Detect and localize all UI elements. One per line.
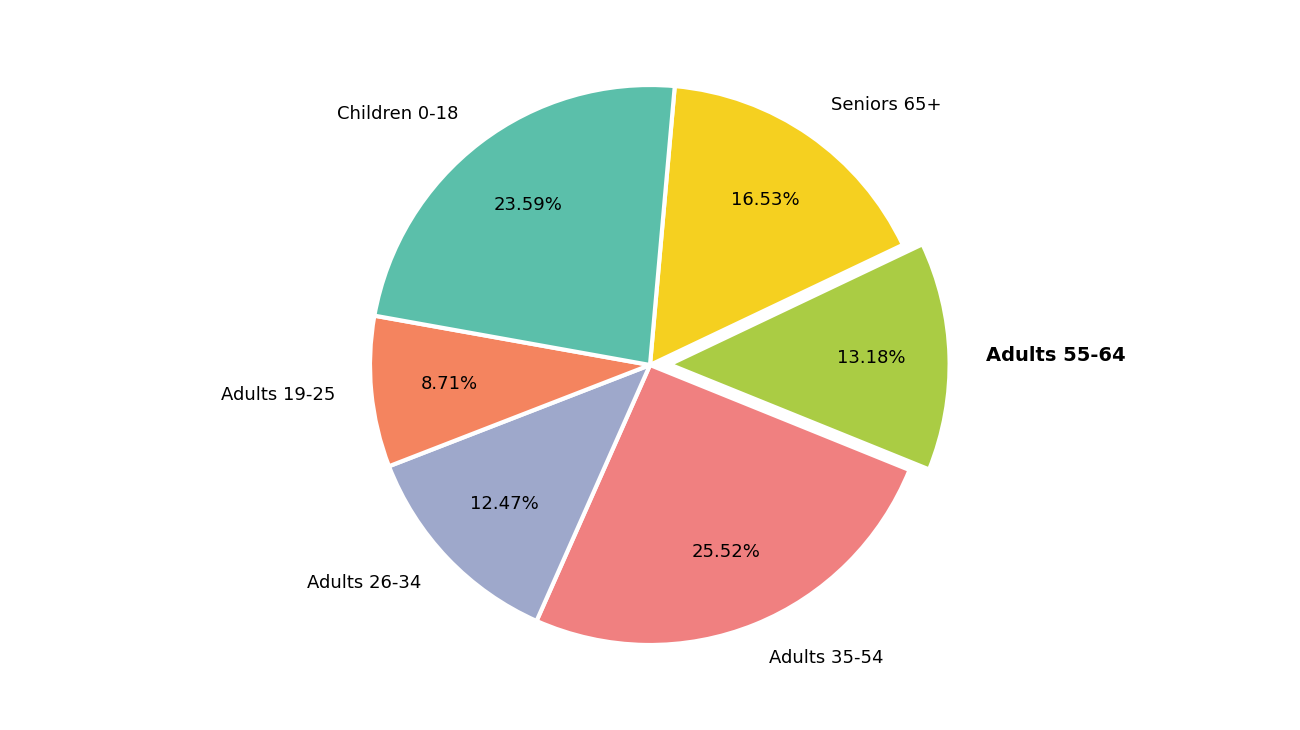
Text: Adults 35-54: Adults 35-54 bbox=[768, 649, 883, 667]
Wedge shape bbox=[370, 315, 650, 466]
Text: Seniors 65+: Seniors 65+ bbox=[831, 96, 941, 115]
Wedge shape bbox=[670, 245, 949, 469]
Wedge shape bbox=[537, 365, 910, 645]
Text: 16.53%: 16.53% bbox=[731, 191, 800, 209]
Text: 12.47%: 12.47% bbox=[469, 495, 538, 513]
Text: 23.59%: 23.59% bbox=[493, 196, 562, 214]
Text: Adults 55-64: Adults 55-64 bbox=[985, 345, 1126, 364]
Text: 25.52%: 25.52% bbox=[692, 543, 760, 561]
Wedge shape bbox=[389, 365, 650, 621]
Wedge shape bbox=[374, 85, 675, 365]
Text: 8.71%: 8.71% bbox=[421, 375, 478, 393]
Text: Adults 26-34: Adults 26-34 bbox=[307, 575, 421, 593]
Wedge shape bbox=[650, 86, 904, 365]
Text: Adults 19-25: Adults 19-25 bbox=[221, 386, 335, 404]
Text: 13.18%: 13.18% bbox=[837, 350, 905, 367]
Text: Children 0-18: Children 0-18 bbox=[337, 104, 458, 123]
